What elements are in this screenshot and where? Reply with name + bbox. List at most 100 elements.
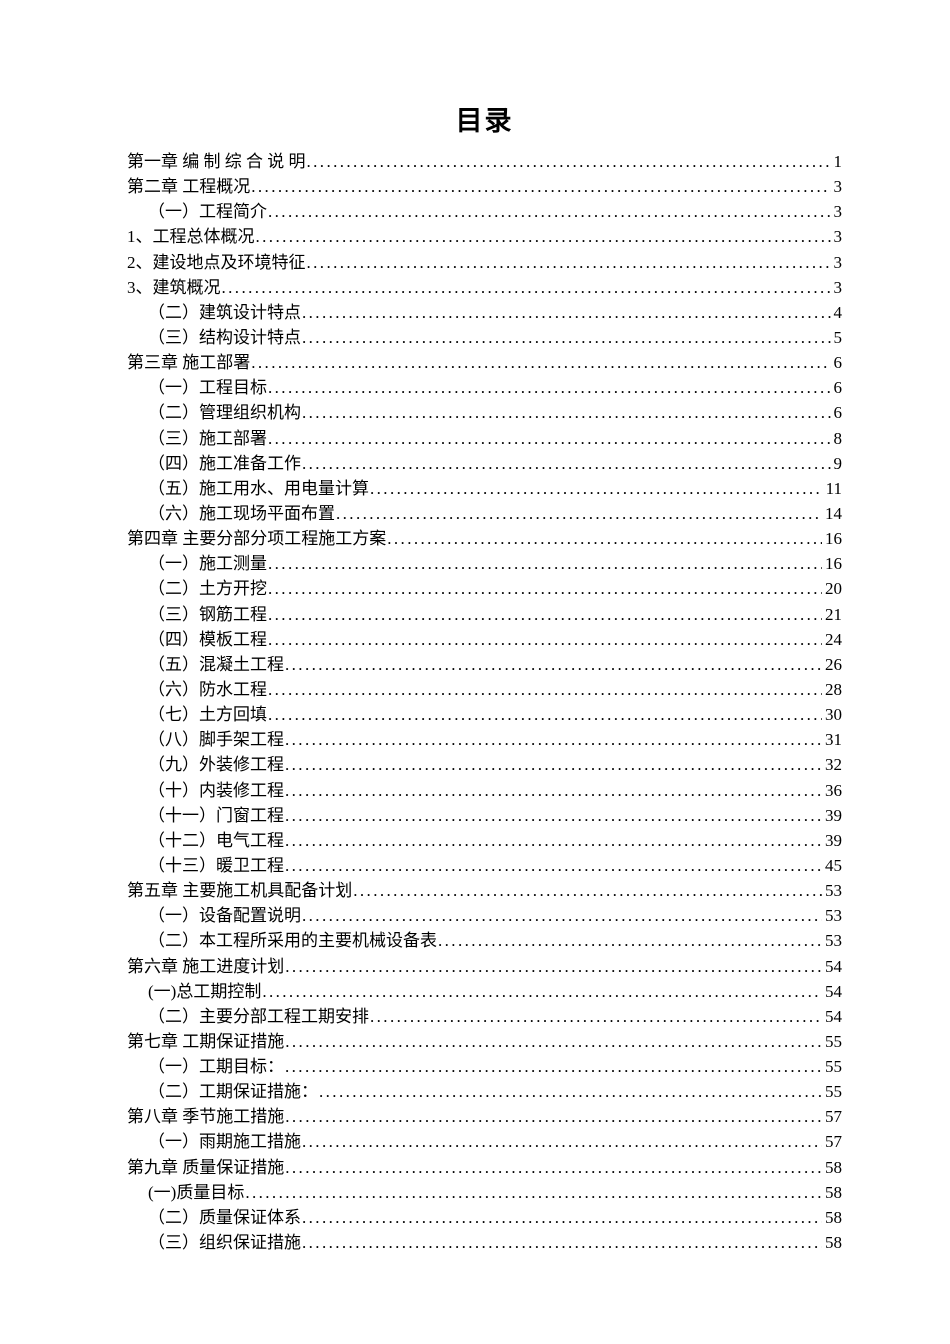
toc-dot-leader: ........................................… [285,780,822,800]
toc-entry-title: （四）模板工程 [148,629,267,649]
toc-entry[interactable]: （三）组织保证措施...............................… [127,1230,842,1255]
toc-entry-title: 1、工程总体概况 [127,227,255,247]
toc-entry-title: 第三章 施工部署 [127,353,251,373]
toc-page-number: 6 [833,378,843,398]
toc-dot-leader: ........................................… [302,403,831,423]
toc-entry-title: 第五章 主要施工机具配备计划 [127,881,353,901]
toc-page-number: 8 [833,428,843,448]
toc-entry[interactable]: （七）土方回填.................................… [127,702,842,727]
toc-page-number: 3 [833,277,843,297]
toc-dot-leader: ........................................… [285,805,822,825]
toc-entry-title: （二）本工程所采用的主要机械设备表 [148,931,437,951]
toc-entry[interactable]: （二）本工程所采用的主要机械设备表.......................… [127,928,842,953]
toc-page-number: 55 [825,1031,842,1051]
toc-entry-title: （十）内装修工程 [148,780,284,800]
toc-page-number: 14 [825,503,842,523]
toc-entry[interactable]: 第三章 施工部署................................… [127,350,842,375]
toc-page-number: 36 [825,780,842,800]
toc-entry[interactable]: 第八章 季节施工措施..............................… [127,1104,842,1129]
toc-entry[interactable]: （六）防水工程.................................… [127,677,842,702]
toc-page-number: 58 [825,1207,842,1227]
toc-dot-leader: ........................................… [370,1006,822,1026]
toc-entry-title: （二）管理组织机构 [148,403,301,423]
toc-dot-leader: ........................................… [285,1031,822,1051]
toc-entry[interactable]: 第五章 主要施工机具配备计划..........................… [127,878,842,903]
toc-entry[interactable]: （十）内装修工程................................… [127,778,842,803]
toc-entry[interactable]: 第四章 主要分部分项工程施工方案........................… [127,526,842,551]
toc-dot-leader: ........................................… [302,1132,822,1152]
table-of-contents: 第一章 编 制 综 合 说 明.........................… [127,149,842,1255]
toc-page-number: 39 [825,830,842,850]
toc-entry[interactable]: （三）施工部署.................................… [127,426,842,451]
toc-dot-leader: ........................................… [221,277,831,297]
toc-entry[interactable]: （二）管理组织机构...............................… [127,400,842,425]
toc-dot-leader: ........................................… [255,227,831,247]
toc-entry[interactable]: （九）外装修工程................................… [127,752,842,777]
toc-entry[interactable]: （一）施工测量.................................… [127,551,842,576]
toc-page-number: 54 [825,1006,842,1026]
toc-page-number: 32 [825,755,842,775]
toc-entry[interactable]: 1、工程总体概况................................… [127,224,842,249]
toc-entry[interactable]: （二）建筑设计特点...............................… [127,300,842,325]
toc-entry-title: （一）施工测量 [148,554,267,574]
toc-entry[interactable]: （五）混凝土工程................................… [127,652,842,677]
toc-page-number: 30 [825,705,842,725]
toc-entry-title: 3、建筑概况 [127,277,221,297]
toc-entry[interactable]: （一）工期目标：................................… [127,1054,842,1079]
toc-entry[interactable]: （一）设备配置说明...............................… [127,903,842,928]
toc-page-number: 6 [833,403,843,423]
toc-entry[interactable]: （十二）电气工程................................… [127,828,842,853]
toc-entry[interactable]: 第一章 编 制 综 合 说 明.........................… [127,149,842,174]
toc-entry[interactable]: （四）模板工程.................................… [127,627,842,652]
toc-entry-title: （二）土方开挖 [148,579,267,599]
toc-dot-leader: ........................................… [268,202,831,222]
toc-entry[interactable]: （十三）暖卫工程................................… [127,853,842,878]
toc-entry-title: (一)总工期控制 [148,981,262,1001]
toc-dot-leader: ........................................… [251,177,830,197]
toc-page-number: 54 [825,956,842,976]
toc-entry-title: （三）钢筋工程 [148,604,267,624]
toc-page-number: 3 [833,202,843,222]
toc-entry[interactable]: 第六章 施工进度计划..............................… [127,954,842,979]
toc-entry-title: （八）脚手架工程 [148,730,284,750]
toc-entry[interactable]: 第二章 工程概况................................… [127,174,842,199]
toc-entry[interactable]: 2、建设地点及环境特征.............................… [127,250,842,275]
toc-entry[interactable]: （五）施工用水、用电量计算...........................… [127,476,842,501]
toc-entry[interactable]: （二）工期保证措施：..............................… [127,1079,842,1104]
toc-entry[interactable]: （二）土方开挖.................................… [127,576,842,601]
toc-entry[interactable]: （二）质量保证体系...............................… [127,1205,842,1230]
toc-entry-title: （十二）电气工程 [148,830,284,850]
toc-entry[interactable]: （十一）门窗工程................................… [127,803,842,828]
toc-entry[interactable]: （八）脚手架工程................................… [127,727,842,752]
toc-entry-title: （五）施工用水、用电量计算 [148,478,369,498]
toc-page-number: 3 [833,177,843,197]
toc-entry[interactable]: 3、建筑概况..................................… [127,275,842,300]
toc-entry-title: （二）工期保证措施： [148,1082,318,1102]
toc-page-number: 53 [825,881,842,901]
toc-entry[interactable]: （四）施工准备工作...............................… [127,451,842,476]
toc-dot-leader: ........................................… [302,1207,822,1227]
toc-page-number: 58 [825,1157,842,1177]
toc-dot-leader: ........................................… [245,1182,822,1202]
toc-dot-leader: ........................................… [285,1107,822,1127]
toc-page-number: 1 [833,152,843,171]
toc-entry[interactable]: （二）主要分部工程工期安排...........................… [127,1004,842,1029]
toc-entry[interactable]: （三）结构设计特点...............................… [127,325,842,350]
toc-entry[interactable]: （一）雨期施工措施...............................… [127,1129,842,1154]
toc-entry[interactable]: （三）钢筋工程.................................… [127,602,842,627]
toc-entry[interactable]: （六）施工现场平面布置.............................… [127,501,842,526]
toc-entry-title: （一）设备配置说明 [148,906,301,926]
toc-entry[interactable]: 第七章 工期保证措施..............................… [127,1029,842,1054]
toc-entry-title: （十一）门窗工程 [148,805,284,825]
toc-entry[interactable]: 第九章 质量保证措施..............................… [127,1155,842,1180]
toc-entry[interactable]: (一)总工期控制................................… [127,979,842,1004]
toc-entry[interactable]: （一）工程目标.................................… [127,375,842,400]
toc-page-number: 24 [825,629,842,649]
toc-entry[interactable]: （一）工程简介.................................… [127,199,842,224]
toc-entry-title: 第二章 工程概况 [127,177,251,197]
toc-dot-leader: ........................................… [387,529,822,549]
toc-entry[interactable]: (一)质量目标.................................… [127,1180,842,1205]
toc-entry-title: （三）施工部署 [148,428,267,448]
toc-dot-leader: ........................................… [336,503,822,523]
